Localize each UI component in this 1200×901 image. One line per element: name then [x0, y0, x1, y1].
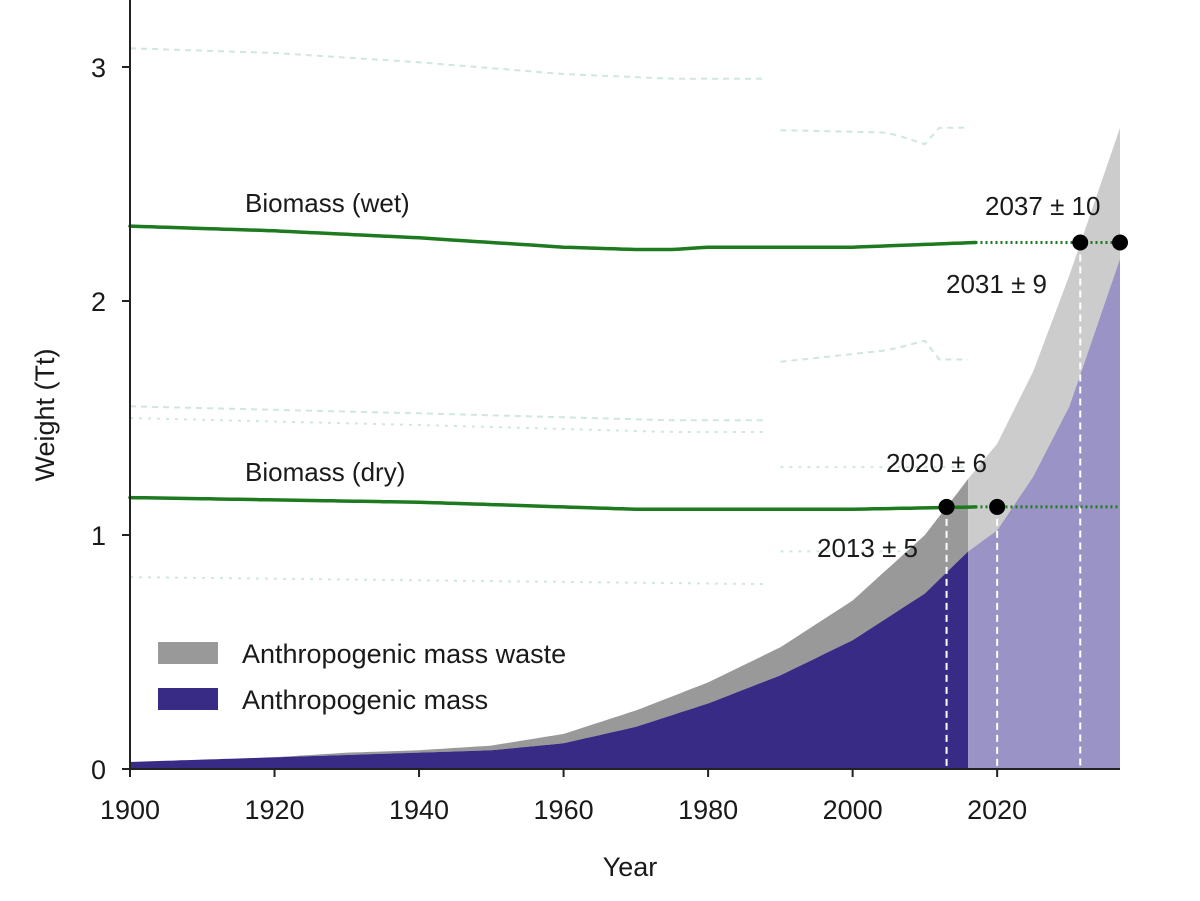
legend: Anthropogenic mass waste Anthropogenic m… — [158, 639, 566, 715]
y-tick-label-0: 0 — [91, 755, 106, 785]
uncertainty-line-0 — [129, 47, 766, 80]
annotation-2037: 2037 ± 10 — [985, 191, 1100, 221]
area-mass-projected — [968, 258, 1120, 769]
x-tick-label-2020: 2020 — [967, 795, 1027, 825]
crossing-marker-3 — [1112, 234, 1128, 251]
x-tick-label-1980: 1980 — [678, 795, 738, 825]
legend-label-waste: Anthropogenic mass waste — [242, 639, 566, 669]
area-mass-historical — [130, 551, 969, 769]
uncertainty-bands — [129, 47, 969, 586]
legend-swatch-mass — [158, 688, 218, 710]
axes: 1900 1920 1940 1960 1980 2000 2020 0 1 2 3 — [91, 0, 1120, 825]
uncertainty-line-1 — [780, 126, 969, 146]
crossing-guides — [945, 242, 1082, 769]
legend-label-mass: Anthropogenic mass — [242, 685, 488, 715]
x-tick-label-1900: 1900 — [100, 795, 160, 825]
y-axis-title: Weight (Tt) — [30, 348, 60, 481]
annotation-2013: 2013 ± 5 — [817, 533, 918, 563]
y-tick-label-2: 2 — [91, 287, 106, 317]
uncertainty-line-2 — [780, 339, 969, 363]
crossing-marker-1 — [989, 498, 1006, 515]
uncertainty-line-3 — [129, 405, 766, 422]
annotation-2031: 2031 ± 9 — [946, 269, 1047, 299]
label-biomass-wet: Biomass (wet) — [245, 188, 410, 218]
x-tick-label-1920: 1920 — [244, 795, 304, 825]
biomass-layer — [128, 224, 1120, 512]
x-tick-label-2000: 2000 — [823, 795, 883, 825]
legend-swatch-waste — [158, 642, 218, 664]
area-waste-projected — [968, 127, 1120, 552]
crossing-markers — [938, 234, 1128, 515]
area-layer — [130, 127, 1120, 769]
line-biomass-wet — [128, 224, 978, 252]
line-biomass-dry — [128, 495, 978, 512]
label-biomass-dry: Biomass (dry) — [245, 457, 405, 487]
crossing-marker-0 — [938, 498, 955, 515]
x-tick-label-1940: 1940 — [389, 795, 449, 825]
x-axis-title: Year — [603, 852, 658, 882]
y-tick-label-3: 3 — [91, 53, 106, 83]
y-tick-label-1: 1 — [91, 521, 106, 551]
uncertainty-line-7 — [129, 576, 766, 586]
x-tick-label-1960: 1960 — [534, 795, 594, 825]
crossing-marker-2 — [1072, 234, 1089, 251]
annotation-2020: 2020 ± 6 — [886, 448, 987, 478]
